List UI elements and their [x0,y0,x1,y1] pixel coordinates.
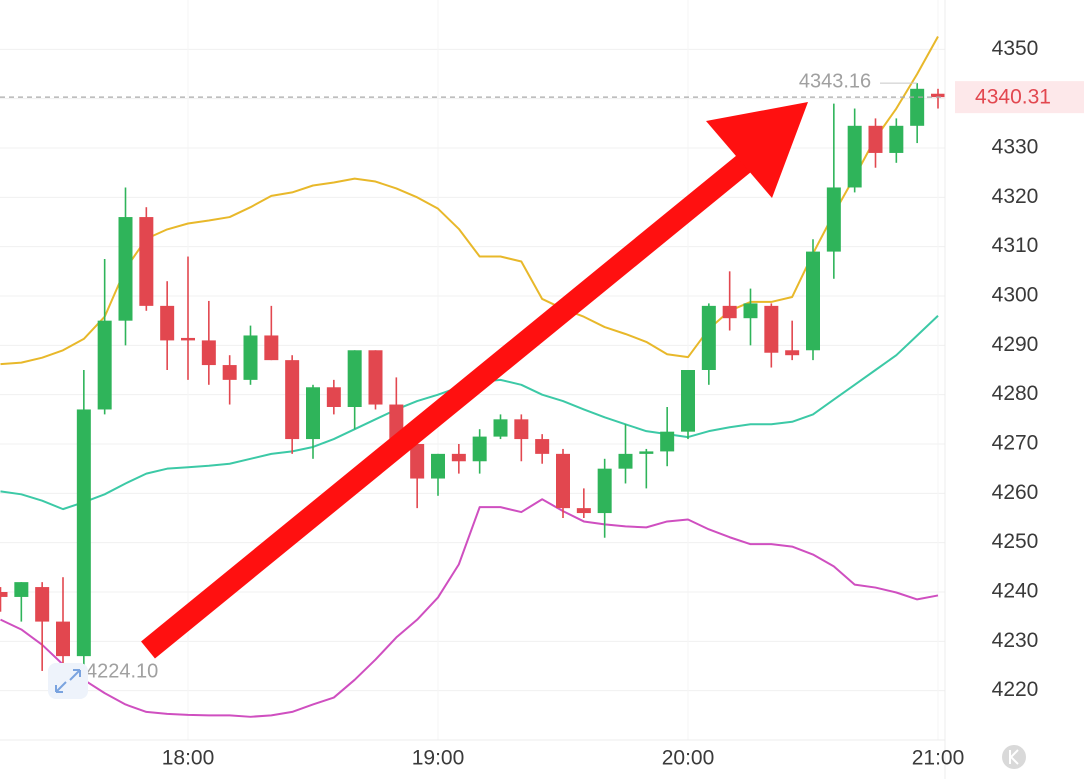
kline-button-bg [1002,745,1026,769]
candle-body [701,305,716,370]
candle-body [160,305,175,341]
y-tick-label: 4300 [992,284,1039,307]
candle-body [451,453,466,462]
high-label: 4343.16 [799,70,871,92]
expand-icon[interactable] [48,663,88,699]
candle-body [681,370,695,432]
candles [0,83,945,671]
grid [0,48,945,692]
candle-body [556,453,570,509]
candle-body [576,508,591,514]
candle-body [889,125,904,153]
candle-body [535,439,550,454]
candle-body [722,305,737,319]
candle-body [14,582,29,597]
trend-arrow-shaft [141,148,759,659]
candle-body [618,453,633,469]
candle-body [347,350,362,407]
candle-body [868,125,883,153]
labels: 4220 4230 4240 4250 4260 4270 4280 4290 4300 4310… [0,37,1084,770]
candle-body [472,436,487,462]
candle-body [222,365,237,380]
x-tick-label: 19:00 [412,747,465,770]
x-tick-label: 21:00 [912,747,965,770]
y-tick-label: 4330 [992,136,1039,159]
candle-body [56,621,70,657]
candle-body [743,303,758,319]
candle-body [493,419,508,437]
y-tick-label: 4310 [992,234,1039,257]
candle-body [639,451,654,454]
y-tick-label: 4230 [992,629,1039,652]
candle-body [910,88,925,126]
candle-body [35,587,50,622]
candle-body [764,305,779,353]
y-tick-label: 4280 [992,382,1039,405]
kline-button[interactable] [1002,745,1026,769]
candle-body [326,387,341,407]
candle-body [201,340,216,366]
candle-body [431,453,445,479]
kline-button-glyph [1009,749,1019,765]
candle-body [118,217,133,321]
candle-body [514,419,529,440]
y-tick-label: 4240 [992,580,1039,603]
y-tick-label: 4220 [992,678,1039,701]
low-label: 4224.10 [86,661,158,683]
y-tick-label: 4350 [992,37,1039,60]
candle-body [76,409,91,657]
candle-body [410,444,425,479]
candle-body [285,360,300,440]
y-tick-label: 4270 [992,432,1039,455]
candle-body [243,335,258,380]
last-price-tag: 4340.31 [975,86,1051,109]
candle-body [847,125,862,188]
expand-icon-glyph [55,669,81,693]
y-tick-label: 4290 [992,333,1039,356]
x-tick-label: 20:00 [662,747,715,770]
candle-body [826,187,841,252]
candle-body [306,387,320,440]
y-tick-label: 4250 [992,530,1039,553]
expand-icon-bg [48,663,88,699]
trend-arrow [141,102,808,659]
candle-body [264,335,279,361]
candle-body [597,468,612,514]
candle-body [368,350,383,405]
indicator-line [0,315,939,511]
candle-body [181,337,195,341]
candle-body [97,320,112,410]
candle-body [0,592,8,597]
candle-body [785,350,800,356]
candle-body [806,251,820,351]
indicator-line [0,36,939,366]
indicator-line [0,498,939,718]
trend-arrow-head [706,102,808,198]
candle-body [931,93,945,98]
x-tick-label: 18:00 [162,747,215,770]
y-tick-label: 4320 [992,185,1039,208]
candle-body [139,217,154,306]
candle-body [660,431,675,452]
y-tick-label: 4260 [992,481,1039,504]
last-price-tag-bg [955,81,1084,114]
